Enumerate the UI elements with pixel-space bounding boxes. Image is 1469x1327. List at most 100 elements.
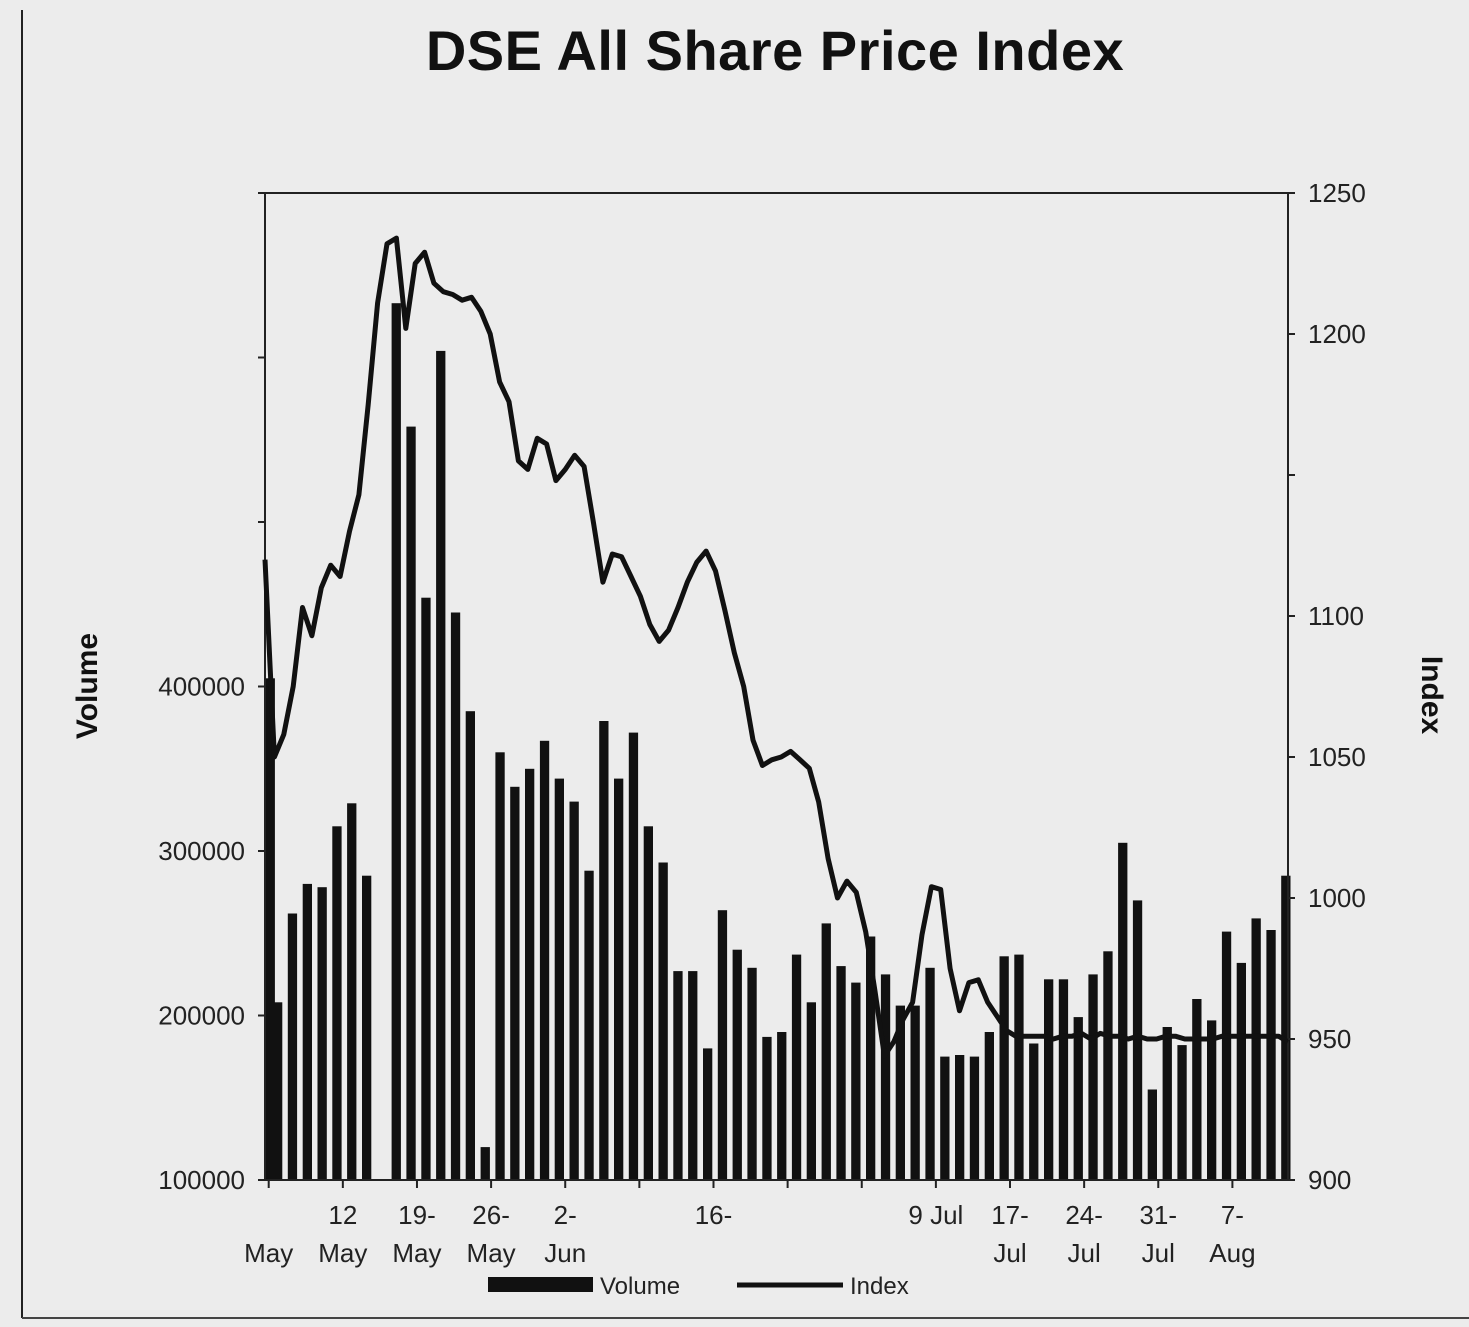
volume-bar bbox=[436, 350, 446, 1180]
volume-bar bbox=[1029, 1043, 1039, 1180]
left-tick-label: 300000 bbox=[158, 836, 245, 866]
volume-bar bbox=[628, 732, 639, 1180]
volume-bar bbox=[925, 967, 935, 1180]
x-tick-label-month: Jul bbox=[993, 1238, 1026, 1268]
volume-bar bbox=[421, 597, 431, 1180]
right-tick-label: 950 bbox=[1308, 1024, 1351, 1054]
x-tick-label-month: Jul bbox=[1068, 1238, 1101, 1268]
volume-bar bbox=[1192, 999, 1202, 1180]
volume-bar bbox=[688, 971, 698, 1180]
volume-bar bbox=[554, 778, 564, 1180]
volume-bar bbox=[347, 803, 357, 1180]
volume-bar bbox=[940, 1056, 950, 1180]
volume-bar bbox=[1014, 954, 1024, 1180]
volume-bar bbox=[851, 982, 861, 1180]
volume-bar bbox=[1162, 1027, 1172, 1180]
volume-bar bbox=[480, 1147, 490, 1180]
x-tick-label-day: 7- bbox=[1221, 1200, 1244, 1230]
right-axis: 900 950 1000 1050 1100 1200 1250 bbox=[1288, 178, 1366, 1195]
x-tick-label-day: 16- bbox=[695, 1200, 733, 1230]
x-tick-label-month: Jul bbox=[1142, 1238, 1175, 1268]
index-series-line bbox=[262, 235, 1290, 1059]
volume-bar bbox=[806, 1002, 816, 1180]
x-tick-label-day: 26- bbox=[472, 1200, 510, 1230]
volume-bar bbox=[539, 740, 550, 1180]
volume-bar bbox=[777, 1032, 787, 1180]
volume-bar bbox=[1132, 900, 1143, 1180]
volume-bar bbox=[273, 1002, 283, 1180]
x-tick-label-month: May bbox=[392, 1238, 441, 1268]
left-tick-label: 400000 bbox=[158, 672, 245, 702]
x-tick-label-day: 2- bbox=[554, 1200, 577, 1230]
volume-bar bbox=[1207, 1020, 1217, 1180]
right-tick-label: 900 bbox=[1308, 1165, 1351, 1195]
left-tick-label: 100000 bbox=[158, 1165, 245, 1195]
volume-bar bbox=[1236, 962, 1246, 1180]
x-tick-label-day: 24- bbox=[1065, 1200, 1103, 1230]
volume-bar bbox=[1147, 1089, 1157, 1180]
volume-bar bbox=[969, 1056, 980, 1180]
volume-bar bbox=[1266, 930, 1276, 1180]
volume-bar bbox=[762, 1036, 772, 1180]
left-axis: 100000 200000 300000 400000 bbox=[158, 192, 265, 1195]
right-tick-label: 1100 bbox=[1308, 601, 1364, 631]
x-tick-label-month: May bbox=[244, 1238, 293, 1268]
x-tick-label-month: May bbox=[467, 1238, 516, 1268]
volume-bar bbox=[717, 910, 728, 1180]
right-tick-label: 1200 bbox=[1308, 319, 1366, 349]
volume-bar bbox=[362, 875, 372, 1180]
volume-bar bbox=[584, 870, 594, 1180]
volume-bar bbox=[495, 752, 505, 1180]
volume-bar bbox=[866, 936, 876, 1180]
x-tick-label-month: May bbox=[318, 1238, 367, 1268]
volume-bar bbox=[658, 862, 668, 1180]
volume-bar bbox=[1088, 974, 1098, 1180]
volume-bar bbox=[1103, 951, 1113, 1180]
legend-label-index: Index bbox=[850, 1273, 909, 1300]
volume-bar bbox=[895, 1005, 905, 1180]
volume-bar bbox=[599, 721, 609, 1180]
y-axis-right-title: Index bbox=[1415, 656, 1448, 735]
volume-bar bbox=[1177, 1045, 1187, 1180]
volume-bar bbox=[1058, 979, 1069, 1180]
volume-bar bbox=[614, 778, 624, 1180]
volume-bar bbox=[999, 956, 1009, 1180]
right-tick-label: 1000 bbox=[1308, 883, 1366, 913]
volume-bar bbox=[732, 949, 742, 1180]
volume-bar bbox=[836, 966, 846, 1180]
x-tick-label-day: 17- bbox=[991, 1200, 1029, 1230]
x-tick-label-month: Aug bbox=[1209, 1238, 1255, 1268]
right-tick-label: 1050 bbox=[1308, 742, 1366, 772]
x-tick-label-month: Jun bbox=[544, 1238, 586, 1268]
y-axis-left-title: Volume bbox=[71, 633, 104, 739]
right-tick-label: 1250 bbox=[1308, 178, 1366, 208]
left-tick-label: 200000 bbox=[158, 1001, 245, 1031]
volume-bar bbox=[450, 612, 461, 1180]
volume-bar bbox=[525, 768, 535, 1181]
volume-bar bbox=[465, 711, 475, 1180]
volume-bar bbox=[569, 801, 579, 1180]
volume-bar bbox=[880, 974, 891, 1180]
volume-bar bbox=[1221, 931, 1232, 1180]
volume-bar bbox=[287, 913, 298, 1180]
legend: Volume Index bbox=[488, 1273, 909, 1300]
volume-bar bbox=[643, 826, 653, 1180]
chart-title: DSE All Share Price Index bbox=[425, 19, 1125, 82]
volume-bar bbox=[747, 967, 757, 1180]
x-tick-label-day: 31- bbox=[1139, 1200, 1177, 1230]
volume-bar bbox=[1118, 842, 1128, 1180]
volume-bar bbox=[406, 426, 416, 1181]
volume-bar bbox=[703, 1048, 713, 1180]
volume-bar bbox=[332, 826, 342, 1180]
x-tick-label-day: 9 Jul bbox=[908, 1200, 963, 1230]
volume-bar bbox=[302, 883, 312, 1180]
volume-bar bbox=[317, 887, 327, 1180]
volume-bar bbox=[510, 786, 520, 1180]
volume-bar bbox=[1044, 979, 1054, 1180]
legend-label-volume: Volume bbox=[600, 1273, 680, 1300]
x-axis: May 12 May 19- May 26- May 2- Jun 16- 9 Jul 17- Jul 2… bbox=[244, 1180, 1256, 1268]
volume-bar bbox=[391, 303, 401, 1180]
volume-bar bbox=[791, 954, 802, 1180]
